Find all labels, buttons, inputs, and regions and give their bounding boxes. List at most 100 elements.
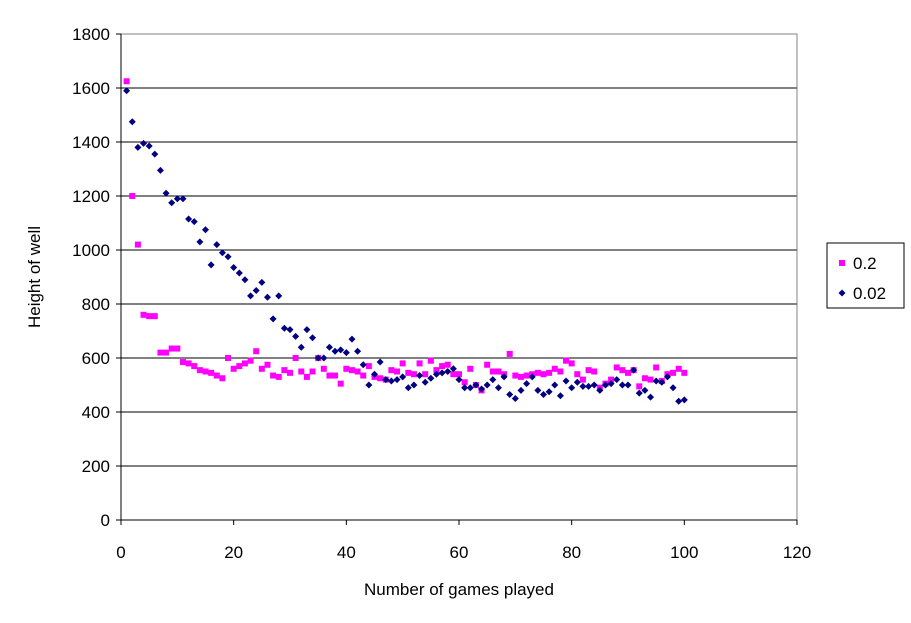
data-point	[253, 348, 260, 355]
x-tick-label: 40	[337, 543, 356, 562]
data-point	[619, 367, 626, 374]
data-point	[517, 386, 525, 394]
data-point	[151, 313, 158, 320]
data-point	[365, 363, 372, 370]
data-point	[314, 354, 322, 362]
data-point	[230, 365, 237, 372]
data-point	[388, 367, 395, 374]
data-point	[517, 373, 524, 380]
data-point	[208, 369, 215, 376]
data-point	[585, 382, 593, 390]
data-point	[123, 87, 131, 95]
data-point	[681, 369, 688, 376]
data-point	[658, 378, 666, 386]
data-point	[495, 368, 502, 375]
data-point	[134, 241, 141, 248]
data-point	[365, 381, 373, 389]
y-tick-label: 1600	[72, 79, 110, 98]
data-point	[534, 386, 542, 394]
data-point	[563, 357, 570, 364]
data-point	[185, 215, 193, 223]
data-point	[427, 374, 435, 382]
data-point	[236, 363, 243, 370]
data-point	[478, 385, 486, 393]
data-point	[608, 376, 615, 383]
data-point	[568, 384, 576, 392]
data-point	[613, 364, 620, 371]
data-point	[444, 368, 452, 375]
data-point	[297, 343, 305, 351]
data-point	[123, 78, 130, 85]
data-point	[376, 358, 384, 366]
data-point	[405, 369, 412, 376]
data-point	[168, 199, 176, 207]
data-point	[258, 278, 266, 286]
data-point	[286, 326, 294, 334]
data-point	[653, 364, 660, 371]
y-tick-label: 200	[82, 457, 110, 476]
data-point	[179, 359, 186, 366]
data-point	[275, 373, 282, 380]
data-point	[456, 371, 462, 378]
data-point	[309, 334, 317, 342]
data-point	[298, 368, 305, 375]
data-point	[416, 360, 423, 367]
data-point	[382, 376, 390, 384]
data-point	[270, 372, 277, 379]
data-point	[348, 335, 356, 343]
data-point	[652, 377, 660, 385]
data-point	[675, 397, 683, 405]
data-point	[410, 381, 418, 389]
data-point	[540, 390, 547, 398]
y-axis-title: Height of well	[25, 226, 44, 328]
x-axis-tick-labels: 0 20 40 60 80 100 120	[116, 543, 811, 562]
data-point	[625, 369, 631, 376]
data-point	[630, 366, 638, 374]
data-point	[162, 189, 170, 197]
data-point	[636, 383, 643, 390]
data-point	[207, 261, 215, 269]
legend-box	[826, 242, 905, 309]
data-point	[342, 349, 350, 357]
data-point	[263, 293, 271, 301]
data-point	[670, 369, 677, 376]
data-point	[151, 150, 159, 158]
data-point	[275, 292, 283, 300]
data-point	[574, 371, 581, 378]
data-point	[235, 269, 243, 277]
data-point	[269, 315, 277, 323]
data-point	[557, 368, 564, 375]
data-point	[326, 372, 333, 379]
data-point	[185, 360, 192, 367]
axes	[116, 33, 798, 525]
data-point	[500, 373, 508, 381]
data-point	[439, 363, 446, 370]
data-point	[230, 264, 238, 272]
data-point	[422, 371, 429, 378]
y-tick-label: 1200	[72, 187, 110, 206]
data-point	[427, 357, 434, 364]
data-point	[607, 380, 615, 388]
data-point	[202, 368, 209, 375]
legend-marker	[839, 260, 845, 266]
data-point	[292, 332, 300, 340]
data-point	[590, 381, 598, 389]
data-point	[562, 377, 570, 385]
data-point	[360, 372, 367, 379]
data-point	[359, 361, 367, 369]
data-point	[129, 193, 136, 199]
data-point	[494, 384, 502, 392]
data-point	[134, 143, 142, 151]
data-point	[343, 365, 350, 372]
data-point	[647, 393, 655, 401]
series-0.02	[123, 87, 688, 405]
data-point	[320, 354, 328, 362]
y-tick-label: 1000	[72, 241, 110, 260]
data-point	[331, 347, 339, 355]
data-point	[224, 253, 232, 261]
data-point	[585, 367, 592, 374]
data-point	[146, 313, 153, 320]
data-point	[461, 379, 468, 386]
data-point	[280, 324, 288, 332]
